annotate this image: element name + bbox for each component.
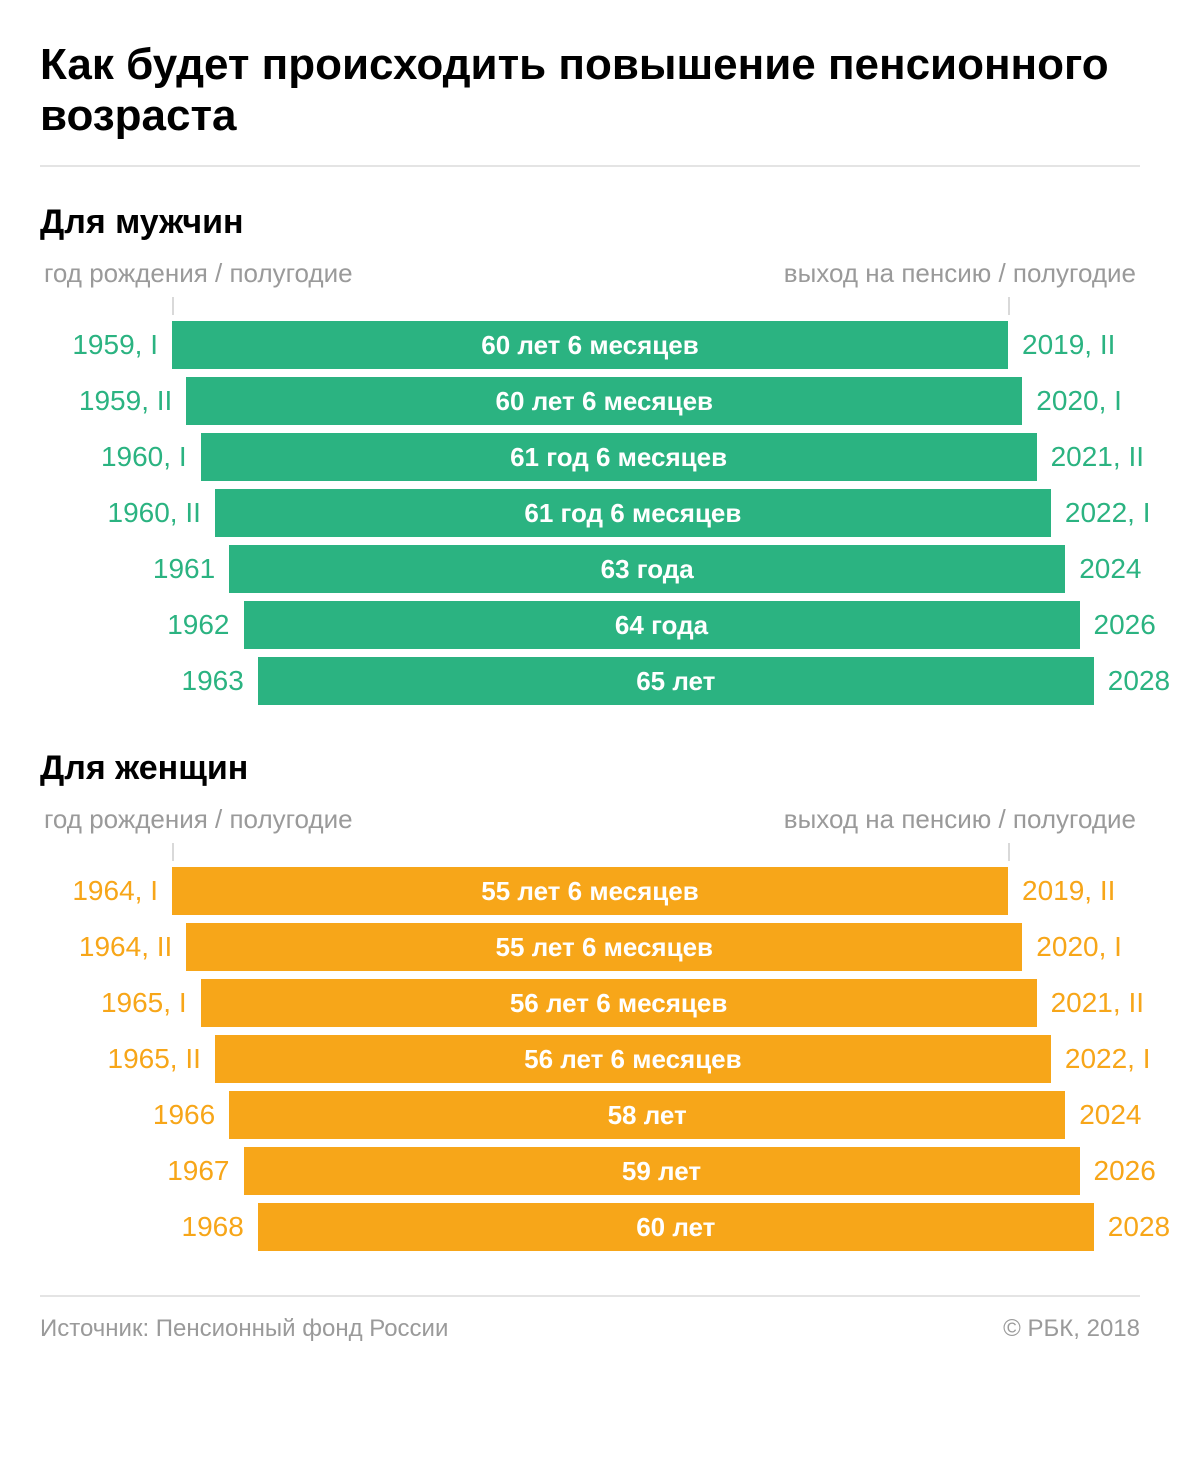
retirement-year-label: 2028 (1094, 1211, 1170, 1243)
chart-row: 196759 лет2026 (40, 1147, 1140, 1195)
section-title-women: Для женщин (40, 749, 1140, 788)
birth-year-label: 1960, II (108, 497, 215, 529)
birth-year-label: 1961 (153, 553, 229, 585)
birth-year-label: 1966 (153, 1099, 229, 1131)
age-bar: 60 лет 6 месяцев (172, 321, 1008, 369)
birth-year-label: 1960, I (101, 441, 201, 473)
column-headers: год рождения / полугодие выход на пенсию … (40, 258, 1140, 289)
birth-year-label: 1965, I (101, 987, 201, 1019)
title-divider (40, 165, 1140, 167)
column-headers: год рождения / полугодие выход на пенсию … (40, 804, 1140, 835)
chart-row: 1964, I55 лет 6 месяцев2019, II (40, 867, 1140, 915)
age-bar: 55 лет 6 месяцев (186, 923, 1022, 971)
chart: 1964, I55 лет 6 месяцев2019, II1964, II5… (40, 867, 1140, 1251)
age-bar: 60 лет (258, 1203, 1094, 1251)
chart-row: 196264 года2026 (40, 601, 1140, 649)
birth-year-label: 1967 (167, 1155, 243, 1187)
chart-row: 196163 года2024 (40, 545, 1140, 593)
chart-row: 1960, II61 год 6 месяцев2022, I (40, 489, 1140, 537)
right-column-header: выход на пенсию / полугодие (784, 258, 1136, 289)
birth-year-label: 1964, I (72, 875, 172, 907)
chart: 1959, I60 лет 6 месяцев2019, II1959, II6… (40, 321, 1140, 705)
birth-year-label: 1968 (182, 1211, 258, 1243)
right-column-header: выход на пенсию / полугодие (784, 804, 1136, 835)
retirement-year-label: 2019, II (1008, 875, 1115, 907)
retirement-year-label: 2022, I (1051, 1043, 1151, 1075)
chart-row: 1959, I60 лет 6 месяцев2019, II (40, 321, 1140, 369)
retirement-year-label: 2020, I (1022, 931, 1122, 963)
birth-year-label: 1959, I (72, 329, 172, 361)
footer: Источник: Пенсионный фонд России © РБК, … (40, 1295, 1140, 1343)
age-bar: 60 лет 6 месяцев (186, 377, 1022, 425)
axis-tick-right (1008, 843, 1010, 861)
retirement-year-label: 2024 (1065, 553, 1141, 585)
chart-row: 1964, II55 лет 6 месяцев2020, I (40, 923, 1140, 971)
chart-row: 1965, I56 лет 6 месяцев2021, II (40, 979, 1140, 1027)
age-bar: 63 года (229, 545, 1065, 593)
birth-year-label: 1959, II (79, 385, 186, 417)
footer-source: Источник: Пенсионный фонд России (40, 1315, 448, 1343)
retirement-year-label: 2026 (1080, 1155, 1156, 1187)
retirement-year-label: 2019, II (1008, 329, 1115, 361)
birth-year-label: 1964, II (79, 931, 186, 963)
axis-tick-right (1008, 297, 1010, 315)
chart-row: 196860 лет2028 (40, 1203, 1140, 1251)
footer-source-name: Пенсионный фонд России (156, 1315, 449, 1342)
tick-row (40, 297, 1140, 315)
age-bar: 61 год 6 месяцев (201, 433, 1037, 481)
axis-tick-left (172, 843, 174, 861)
chart-row: 196365 лет2028 (40, 657, 1140, 705)
retirement-year-label: 2022, I (1051, 497, 1151, 529)
age-bar: 59 лет (244, 1147, 1080, 1195)
chart-row: 1959, II60 лет 6 месяцев2020, I (40, 377, 1140, 425)
footer-source-prefix: Источник: (40, 1315, 156, 1342)
footer-copyright: © РБК, 2018 (1003, 1315, 1140, 1343)
section-title-men: Для мужчин (40, 203, 1140, 242)
tick-row (40, 843, 1140, 861)
retirement-year-label: 2020, I (1022, 385, 1122, 417)
axis-tick-left (172, 297, 174, 315)
page-title: Как будет происходить повышение пенсионн… (40, 40, 1140, 141)
chart-row: 1965, II56 лет 6 месяцев2022, I (40, 1035, 1140, 1083)
left-column-header: год рождения / полугодие (44, 804, 353, 835)
age-bar: 61 год 6 месяцев (215, 489, 1051, 537)
retirement-year-label: 2026 (1080, 609, 1156, 641)
age-bar: 64 года (244, 601, 1080, 649)
age-bar: 56 лет 6 месяцев (215, 1035, 1051, 1083)
age-bar: 56 лет 6 месяцев (201, 979, 1037, 1027)
birth-year-label: 1962 (167, 609, 243, 641)
age-bar: 65 лет (258, 657, 1094, 705)
birth-year-label: 1963 (182, 665, 258, 697)
retirement-year-label: 2024 (1065, 1099, 1141, 1131)
age-bar: 55 лет 6 месяцев (172, 867, 1008, 915)
chart-row: 196658 лет2024 (40, 1091, 1140, 1139)
age-bar: 58 лет (229, 1091, 1065, 1139)
retirement-year-label: 2028 (1094, 665, 1170, 697)
chart-row: 1960, I61 год 6 месяцев2021, II (40, 433, 1140, 481)
retirement-year-label: 2021, II (1037, 987, 1144, 1019)
birth-year-label: 1965, II (108, 1043, 215, 1075)
retirement-year-label: 2021, II (1037, 441, 1144, 473)
left-column-header: год рождения / полугодие (44, 258, 353, 289)
